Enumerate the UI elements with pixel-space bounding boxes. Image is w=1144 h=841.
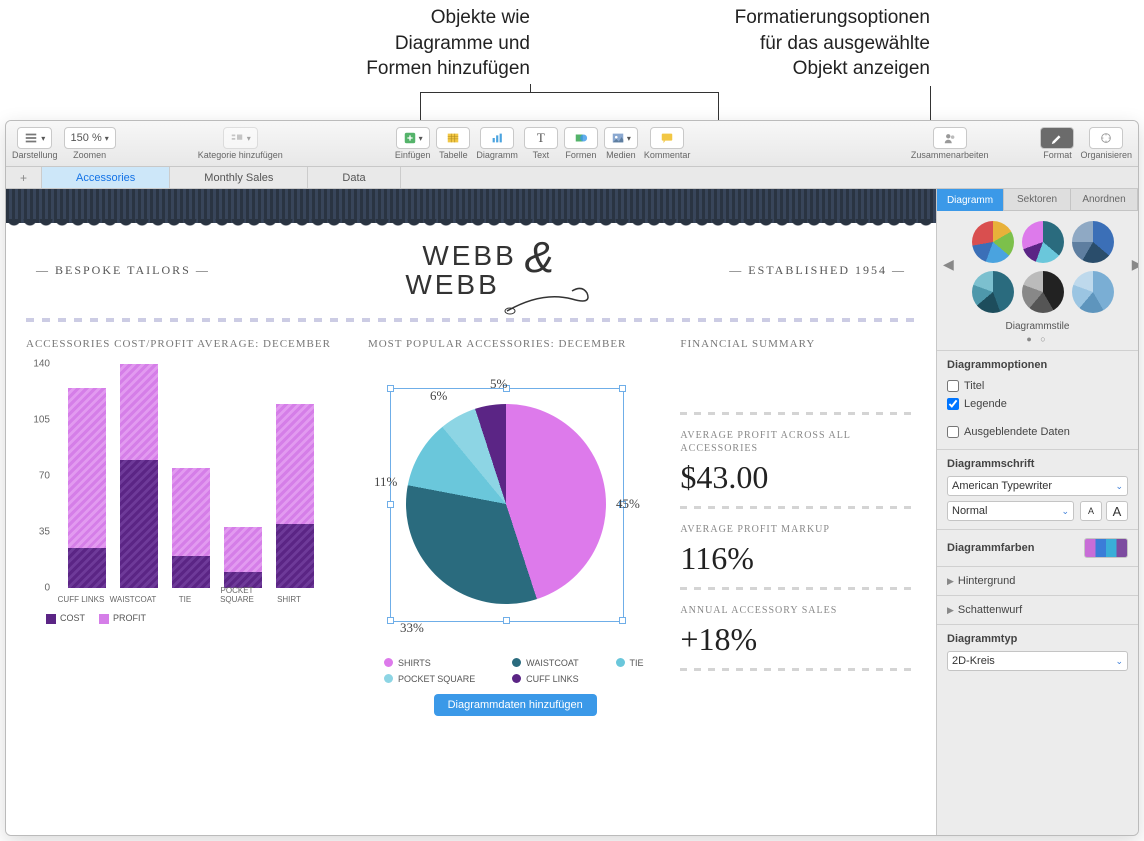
inspector-tab-anordnen[interactable]: Anordnen [1071,189,1138,211]
chart-style-3[interactable] [1072,221,1114,263]
shadow-section: ▶Schattenwurf [937,595,1138,624]
background-section: ▶Hintergrund [937,566,1138,595]
chart-type-select[interactable]: 2D-Kreis⌄ [947,651,1128,671]
opt-hidden-check[interactable]: Ausgeblendete Daten [947,426,1070,438]
organize-button[interactable] [1089,127,1123,149]
edit-chart-data-button[interactable]: Diagrammdaten hinzufügen [434,694,597,716]
chart-style-1[interactable] [972,221,1014,263]
bar-chart-section: ACCESSORIES COST/PROFIT AVERAGE: DECEMBE… [26,338,350,716]
chart-style-6[interactable] [1072,271,1114,313]
bar-chart[interactable]: 03570105140CUFF LINKSWAISTCOATTIEPOCKET … [26,364,350,624]
insert-button[interactable]: ▾ [396,127,430,149]
brand-left: — BESPOKE TAILORS — [36,263,210,278]
chart-style-4[interactable] [972,271,1014,313]
format-button[interactable] [1040,127,1074,149]
header-denim [6,189,936,223]
view-group: ▾ Darstellung [12,127,58,160]
inspector-tab-diagramm[interactable]: Diagramm [937,189,1004,211]
opt-title-check[interactable]: Titel [947,380,984,392]
view-button[interactable]: ▾ [17,127,52,149]
pie-chart[interactable]: 45%33%11%6%5% [368,364,662,654]
view-label: Darstellung [12,150,58,160]
zoom-button[interactable]: 150 %▾ [64,127,116,149]
font-family-select[interactable]: American Typewriter⌄ [947,476,1128,496]
sheet-tab-accessories[interactable]: Accessories [42,167,170,188]
inspector-tabs: DiagrammSektorenAnordnen [937,189,1138,211]
font-larger-button[interactable]: A [1106,501,1128,521]
comment-button[interactable] [650,127,684,149]
pie-legend: SHIRTSWAISTCOATTIEPOCKET SQUARECUFF LINK… [384,658,662,684]
document-canvas[interactable]: — BESPOKE TAILORS — WEBB WEBB & — ESTABL… [6,189,936,835]
styles-next[interactable]: ▶ [1130,256,1139,273]
anno-format-label: Formatierungsoptionen für das ausgewählt… [570,5,930,82]
sheet-tab-data[interactable]: Data [308,167,400,188]
chart-type-section: Diagrammtyp 2D-Kreis⌄ [937,624,1138,679]
brand-logo: WEBB WEBB & [422,241,516,300]
category-label: Kategorie hinzufügen [198,150,283,160]
financial-title: FINANCIAL SUMMARY [680,338,916,350]
help-annotations: Objekte wie Diagramme und Formen hinzufü… [0,0,1144,120]
financial-section: FINANCIAL SUMMARY AVERAGE PROFIT ACROSS … [680,338,916,716]
chart-style-5[interactable] [1022,271,1064,313]
chart-colors-section: Diagrammfarben [937,529,1138,566]
category-group: ▾ Kategorie hinzufügen [198,127,283,160]
text-button[interactable]: T [524,127,558,149]
chart-button[interactable] [480,127,514,149]
shadow-toggle[interactable]: ▶Schattenwurf [947,604,1128,616]
add-sheet-button[interactable]: + [6,167,42,188]
opt-legend-check[interactable]: Legende [947,398,1007,410]
sheet-tabs: + AccessoriesMonthly SalesData [6,167,1138,189]
chart-font-section: Diagrammschrift American Typewriter⌄ Nor… [937,449,1138,529]
styles-caption: Diagrammstile [937,321,1138,332]
anno-insert-label: Objekte wie Diagramme und Formen hinzufü… [270,5,530,82]
toolbar: ▾ Darstellung 150 %▾ Zoomen ▾ Kategorie … [6,121,1138,167]
zoom-label: Zoomen [73,150,106,160]
media-button[interactable]: ▾ [604,127,638,149]
chart-styles-grid [956,211,1130,317]
chart-colors-button[interactable] [1084,538,1128,558]
brand-right: — ESTABLISHED 1954 — [729,263,906,278]
font-style-select[interactable]: Normal⌄ [947,501,1074,521]
divider [26,318,916,322]
styles-prev[interactable]: ◀ [941,256,956,273]
brand-row: — BESPOKE TAILORS — WEBB WEBB & — ESTABL… [6,223,936,304]
styles-page-dots: ● ○ [937,334,1138,344]
chart-options-section: Diagrammoptionen Titel Legende Ausgeblen… [937,350,1138,449]
pie-chart-title: MOST POPULAR ACCESSORIES: DECEMBER [368,338,662,350]
zoom-group: 150 %▾ Zoomen [64,127,116,160]
font-smaller-button[interactable]: A [1080,501,1102,521]
add-category-button[interactable]: ▾ [223,127,258,149]
chart-style-2[interactable] [1022,221,1064,263]
inspector-panel: DiagrammSektorenAnordnen ◀ ▶ Diagrammsti… [936,189,1138,835]
shapes-button[interactable] [564,127,598,149]
collaborate-button[interactable] [933,127,967,149]
bar-chart-title: ACCESSORIES COST/PROFIT AVERAGE: DECEMBE… [26,338,350,350]
pie-chart-section: MOST POPULAR ACCESSORIES: DECEMBER 45%33… [368,338,662,716]
app-window: ▾ Darstellung 150 %▾ Zoomen ▾ Kategorie … [5,120,1139,836]
background-toggle[interactable]: ▶Hintergrund [947,575,1128,587]
inspector-tab-sektoren[interactable]: Sektoren [1004,189,1071,211]
table-button[interactable] [436,127,470,149]
sheet-tab-monthly-sales[interactable]: Monthly Sales [170,167,308,188]
